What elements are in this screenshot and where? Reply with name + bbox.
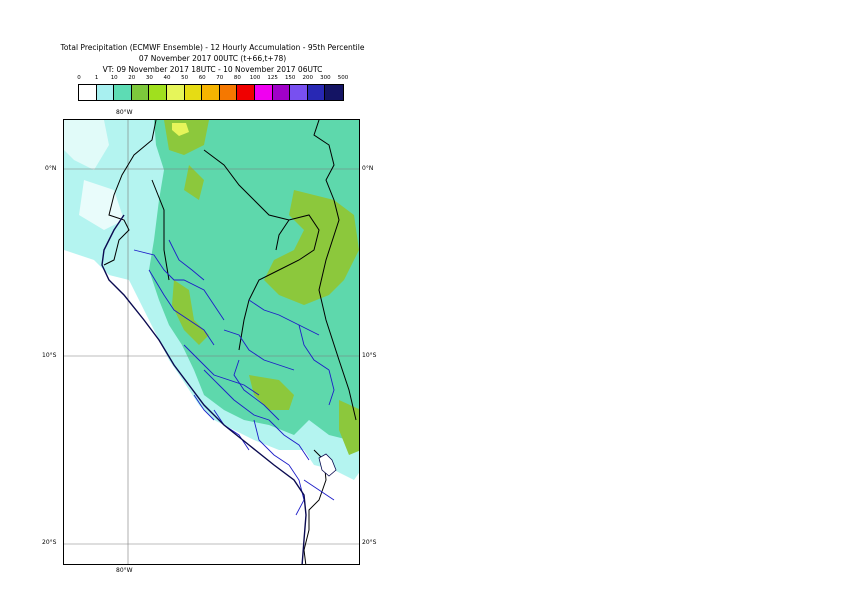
legend-threshold-label: 0 (77, 75, 81, 81)
lat-label-left-20s: 20°S (42, 539, 57, 546)
legend-threshold-label: 10 (110, 75, 118, 81)
legend-swatch (254, 85, 273, 100)
legend-threshold-label: 60 (198, 75, 206, 81)
map-canvas (64, 120, 359, 564)
legend-swatch (290, 85, 308, 100)
coastline (101, 214, 307, 564)
lon-label-top: 80°W (116, 109, 133, 116)
legend-threshold-label: 300 (320, 75, 331, 81)
lake-titicaca (318, 453, 337, 477)
graticule (64, 120, 359, 564)
legend-threshold-label: 100 (249, 75, 261, 81)
legend-swatch (131, 85, 150, 100)
precip-field-yellow (172, 123, 189, 136)
run-time-label: 07 November 2017 00UTC (t+66,t+78) (138, 54, 287, 63)
legend-swatch (79, 85, 97, 100)
legend-swatch (149, 85, 167, 100)
legend-threshold-label: 40 (163, 75, 171, 81)
precip-field-green (164, 120, 359, 455)
legend-threshold-label: 30 (145, 75, 153, 81)
precipitation-color-legend (78, 84, 344, 101)
legend-threshold-label: 50 (181, 75, 189, 81)
legend-swatch (114, 85, 132, 100)
legend-threshold-labels: 0 1 10 20 30 40 50 60 70 80 100 125 150 200 300 500 (77, 75, 349, 85)
lat-label-left-0: 0°N (45, 165, 57, 172)
lat-label-left-10s: 10°S (42, 352, 57, 359)
legend-threshold-label: 80 (233, 75, 241, 81)
country-borders (103, 120, 357, 564)
lon-label-bottom: 80°W (116, 567, 133, 574)
precipitation-map (63, 119, 360, 565)
legend-swatch (96, 85, 115, 100)
legend-swatch (184, 85, 203, 100)
legend-threshold-label: 20 (128, 75, 136, 81)
legend-threshold-label: 150 (284, 75, 296, 81)
legend-threshold-label: 200 (302, 75, 314, 81)
legend-swatch (307, 85, 326, 100)
map-title: Total Precipitation (ECMWF Ensemble) - 1… (60, 43, 365, 52)
lat-label-right-0: 0°N (362, 165, 374, 172)
legend-threshold-label: 125 (267, 75, 278, 81)
legend-threshold-label: 500 (337, 75, 349, 81)
lat-label-right-20s: 20°S (362, 539, 377, 546)
legend-swatch (219, 85, 238, 100)
legend-swatch (202, 85, 220, 100)
legend-swatch (325, 85, 343, 100)
valid-time-label: VT: 09 November 2017 18UTC - 10 November… (102, 65, 323, 74)
legend-threshold-label: 70 (216, 75, 224, 81)
region-borders (133, 239, 335, 516)
legend-swatch (237, 85, 255, 100)
legend-swatch (166, 85, 185, 100)
legend-threshold-label: 1 (94, 75, 99, 81)
lat-label-right-10s: 10°S (362, 352, 377, 359)
legend-swatch (272, 85, 291, 100)
